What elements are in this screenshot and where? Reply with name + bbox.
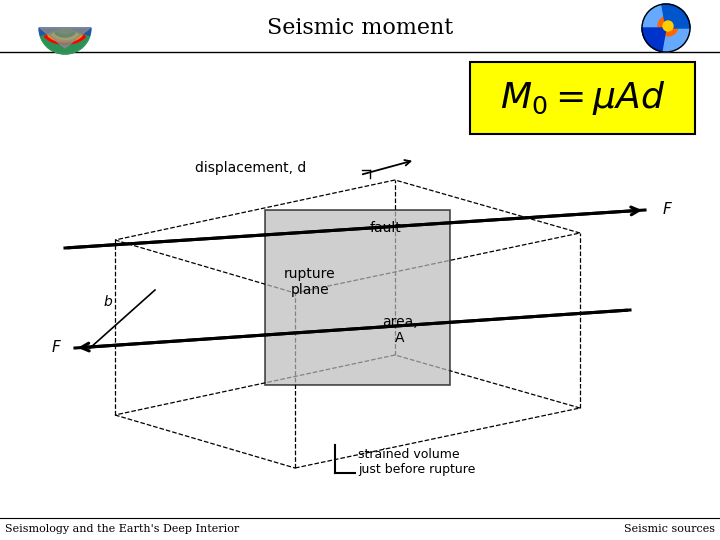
- Wedge shape: [40, 28, 89, 54]
- Text: b: b: [104, 295, 112, 309]
- Text: rupture
plane: rupture plane: [284, 267, 336, 297]
- Text: Seismic moment: Seismic moment: [267, 17, 453, 39]
- Polygon shape: [265, 210, 450, 385]
- Polygon shape: [40, 28, 90, 48]
- Text: strained volume
just before rupture: strained volume just before rupture: [358, 448, 475, 476]
- Text: $M_0 = \mu Ad$: $M_0 = \mu Ad$: [500, 79, 665, 117]
- Circle shape: [658, 16, 678, 36]
- Text: F: F: [663, 202, 672, 218]
- Text: displacement, d: displacement, d: [195, 161, 306, 175]
- Wedge shape: [39, 28, 91, 54]
- Wedge shape: [662, 4, 690, 28]
- Text: Seismology and the Earth's Deep Interior: Seismology and the Earth's Deep Interior: [5, 524, 239, 534]
- Circle shape: [663, 21, 673, 31]
- Wedge shape: [642, 28, 666, 52]
- Circle shape: [642, 4, 690, 52]
- Bar: [0, 0, 720, 52]
- Text: Seismic sources: Seismic sources: [624, 524, 715, 534]
- Text: area,
A: area, A: [382, 315, 418, 345]
- Text: fault: fault: [369, 221, 401, 235]
- Text: F: F: [51, 341, 60, 355]
- FancyBboxPatch shape: [470, 62, 695, 134]
